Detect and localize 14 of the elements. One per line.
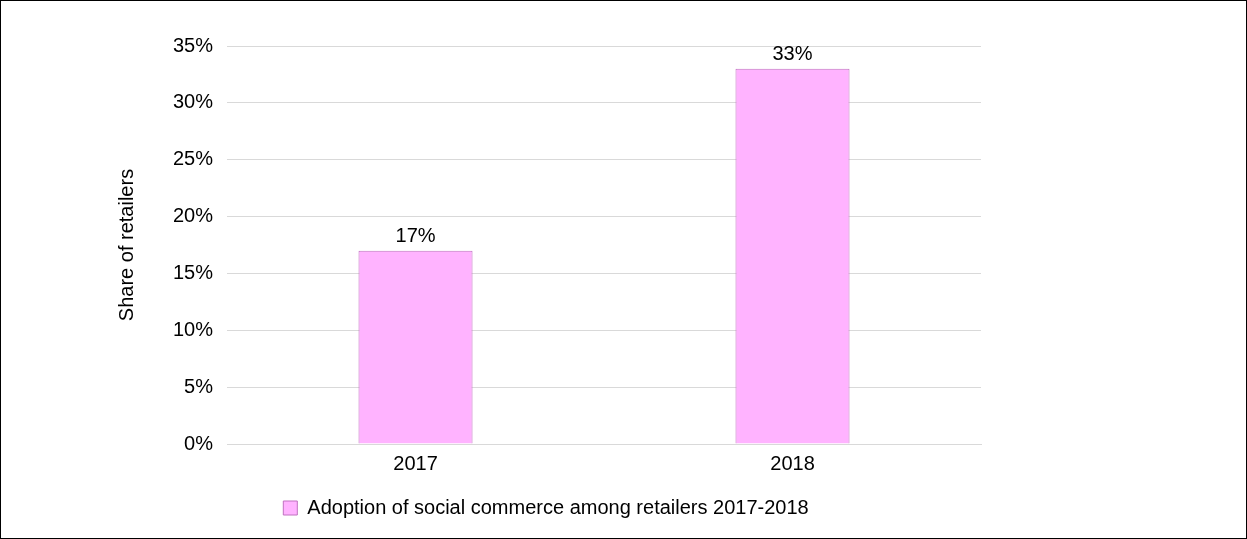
x-tick-label: 2017 bbox=[393, 451, 438, 474]
y-tick-label: 5% bbox=[184, 374, 214, 397]
legend-label: Adoption of social commerce among retailers 2017-2018 bbox=[307, 495, 809, 518]
y-tick-label: 15% bbox=[173, 260, 214, 283]
x-tick-label: 2018 bbox=[770, 451, 815, 474]
y-tick-label: 35% bbox=[173, 33, 214, 56]
y-tick-label: 20% bbox=[173, 204, 214, 227]
y-axis-title: Share of retailers bbox=[114, 168, 137, 322]
text: 17% bbox=[395, 224, 436, 247]
y-tick-label: 10% bbox=[173, 317, 214, 340]
text: 33% bbox=[772, 42, 813, 65]
y-tick-label: 25% bbox=[173, 147, 214, 170]
y-tick-label: 0% bbox=[184, 431, 214, 454]
y-tick-label: 30% bbox=[173, 90, 214, 113]
